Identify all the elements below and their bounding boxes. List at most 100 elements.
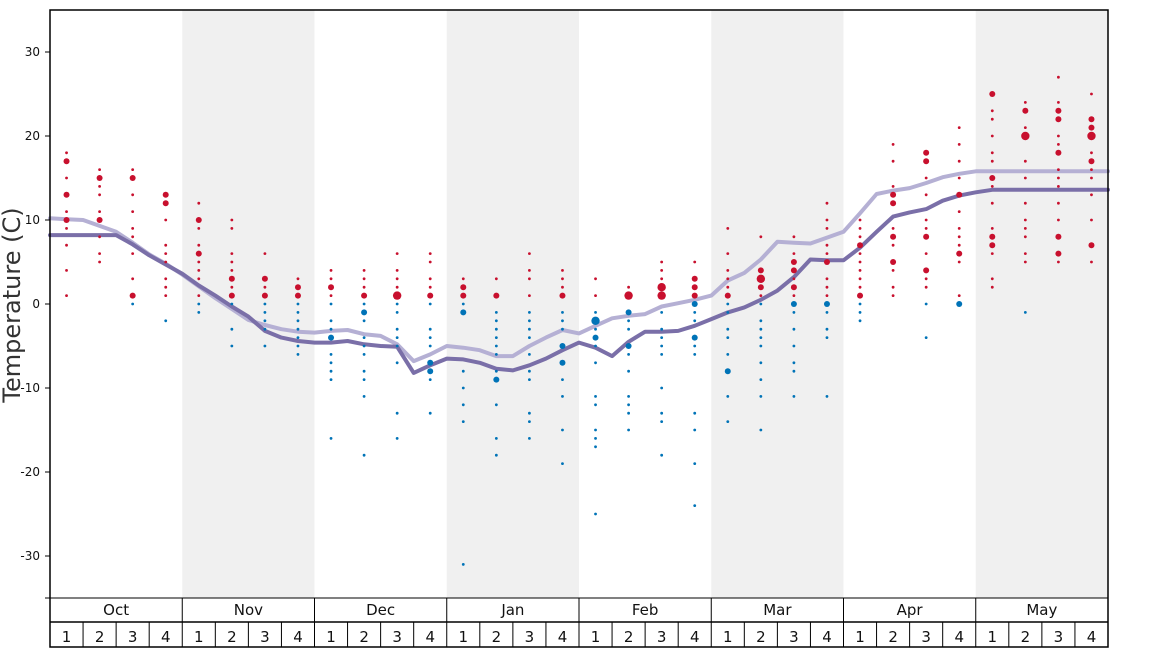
data-point: [197, 294, 201, 297]
data-point: [891, 269, 895, 272]
data-point: [957, 143, 961, 146]
data-point: [263, 327, 267, 331]
data-point: [1090, 193, 1093, 197]
data-point: [395, 285, 399, 289]
data-point: [361, 309, 368, 316]
data-point: [261, 275, 268, 282]
data-point: [1023, 252, 1027, 256]
data-point: [790, 284, 797, 291]
data-point: [197, 269, 201, 272]
data-point: [891, 143, 895, 146]
data-point: [294, 284, 301, 291]
data-point: [858, 277, 862, 281]
data-point: [693, 428, 697, 432]
data-point: [594, 344, 597, 348]
data-point: [561, 269, 564, 272]
data-point: [362, 319, 366, 323]
data-point: [131, 302, 135, 306]
data-point: [990, 151, 994, 155]
data-point: [362, 302, 366, 306]
data-point: [757, 284, 764, 291]
data-point: [528, 252, 531, 256]
data-point: [858, 252, 862, 256]
data-point: [362, 285, 366, 289]
data-point: [230, 252, 234, 256]
data-point: [1023, 260, 1027, 264]
data-point: [362, 269, 366, 272]
data-point: [691, 275, 698, 282]
data-point: [131, 277, 135, 281]
data-point: [594, 277, 597, 281]
data-point: [792, 277, 796, 281]
data-point: [494, 319, 498, 323]
data-point: [98, 168, 101, 172]
data-point: [759, 344, 763, 348]
data-point: [792, 344, 796, 348]
data-point: [494, 353, 498, 356]
data-point: [857, 292, 864, 299]
data-point: [990, 134, 994, 138]
data-point: [329, 302, 333, 306]
data-point: [792, 294, 796, 297]
data-point: [428, 277, 432, 281]
week-label: 2: [492, 628, 502, 646]
data-point: [329, 294, 333, 297]
data-point: [65, 151, 68, 155]
data-point: [1023, 218, 1027, 222]
data-point: [957, 176, 961, 180]
data-point: [528, 269, 531, 272]
data-point: [1090, 260, 1093, 264]
data-point: [395, 311, 399, 314]
data-point: [528, 336, 531, 339]
data-point: [528, 369, 531, 373]
data-point: [162, 191, 169, 198]
data-point: [428, 302, 432, 306]
data-point: [891, 227, 895, 230]
data-point: [197, 277, 201, 281]
data-point: [65, 210, 68, 214]
week-label: 3: [921, 628, 931, 646]
data-point: [428, 285, 432, 289]
y-tick-label: 0: [32, 297, 40, 311]
month-label: Oct: [103, 601, 129, 619]
data-point: [594, 437, 597, 440]
data-point: [890, 191, 897, 198]
data-point: [594, 403, 597, 407]
data-point: [131, 227, 135, 230]
data-point: [693, 504, 697, 507]
data-point: [990, 277, 994, 281]
data-point: [627, 411, 630, 415]
data-point: [759, 294, 763, 297]
data-point: [792, 235, 796, 239]
data-point: [395, 269, 399, 272]
data-point: [726, 395, 730, 398]
data-point: [395, 327, 399, 331]
week-label: 1: [194, 628, 204, 646]
data-point: [1023, 159, 1027, 163]
data-point: [660, 277, 664, 281]
data-point: [990, 252, 994, 256]
data-point: [627, 395, 630, 398]
data-point: [528, 437, 531, 440]
data-point: [528, 420, 531, 423]
data-point: [792, 369, 796, 373]
week-label: 2: [227, 628, 237, 646]
data-point: [625, 309, 632, 316]
data-point: [825, 243, 829, 247]
week-label: 1: [591, 628, 601, 646]
data-point: [261, 292, 268, 299]
data-point: [230, 269, 234, 272]
data-point: [990, 201, 994, 205]
data-point: [924, 218, 928, 222]
data-point: [1023, 227, 1027, 230]
data-point: [1023, 235, 1027, 239]
data-point: [197, 260, 201, 264]
data-point: [528, 294, 531, 297]
data-point: [362, 353, 366, 356]
data-point: [726, 302, 730, 306]
data-point: [759, 428, 763, 432]
data-point: [329, 361, 333, 365]
data-point: [792, 311, 796, 314]
data-point: [691, 292, 698, 299]
data-point: [296, 344, 300, 348]
